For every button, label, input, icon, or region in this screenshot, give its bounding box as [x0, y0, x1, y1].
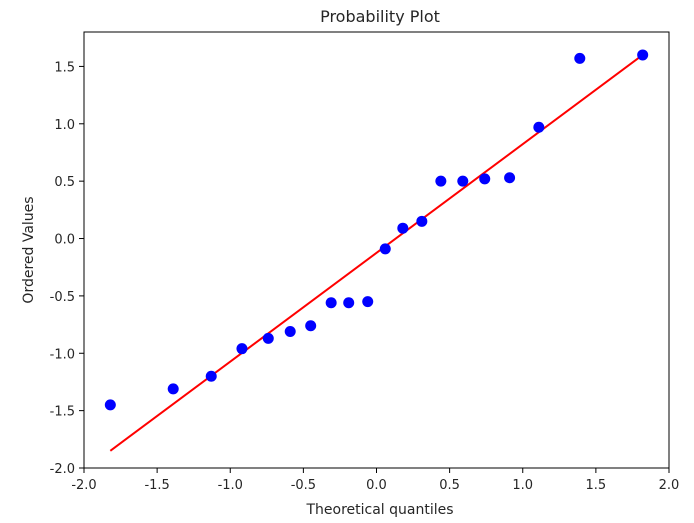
data-point [397, 222, 409, 234]
data-point [457, 175, 469, 187]
data-point [325, 297, 337, 309]
y-tick-label: 1.5 [54, 60, 75, 75]
data-point [379, 243, 391, 255]
y-tick-label: -1.0 [50, 347, 75, 362]
data-point [574, 52, 586, 64]
x-tick-label: 2.0 [659, 478, 680, 493]
y-axis-label: Ordered Values [21, 196, 37, 303]
data-point [533, 121, 545, 133]
data-point [284, 325, 296, 337]
x-tick-label: 0.0 [366, 478, 387, 493]
data-point [262, 332, 274, 344]
data-point [416, 215, 428, 227]
x-tick-label: -0.5 [291, 478, 316, 493]
x-tick-label: -1.0 [218, 478, 243, 493]
data-point [504, 172, 516, 184]
y-tick-label: -2.0 [50, 462, 75, 477]
fit-line-layer [109, 54, 644, 452]
y-tick-label: -1.5 [50, 405, 75, 420]
data-point [305, 320, 317, 332]
data-point [343, 297, 355, 309]
data-points [104, 49, 649, 411]
y-tick-label: 0.0 [54, 233, 75, 248]
x-tick-label: 1.5 [586, 478, 607, 493]
x-tick-label: -1.5 [144, 478, 169, 493]
data-point [236, 343, 248, 355]
x-tick-label: 1.0 [512, 478, 533, 493]
y-tick-label: -0.5 [50, 290, 75, 305]
plot-frame [83, 31, 670, 469]
data-point [435, 175, 447, 187]
data-point [479, 173, 491, 185]
data-point [637, 49, 649, 61]
y-tick-label: 1.0 [54, 118, 75, 133]
x-tick-label: -2.0 [71, 478, 96, 493]
data-point [205, 370, 217, 382]
y-tick-label: 0.5 [54, 175, 75, 190]
fit-line [109, 54, 644, 452]
x-tick-label: 0.5 [439, 478, 460, 493]
data-point [104, 399, 116, 411]
data-point [362, 296, 374, 308]
axis-ticks: -2.0 -1.5 -1.0 -0.5 0.0 0.5 1.0 1.5 2.0 -2.0 -1.5 -… [50, 60, 680, 493]
data-point [167, 383, 179, 395]
x-axis-label: Theoretical quantiles [305, 502, 453, 518]
chart-title: Probability Plot [320, 7, 440, 26]
